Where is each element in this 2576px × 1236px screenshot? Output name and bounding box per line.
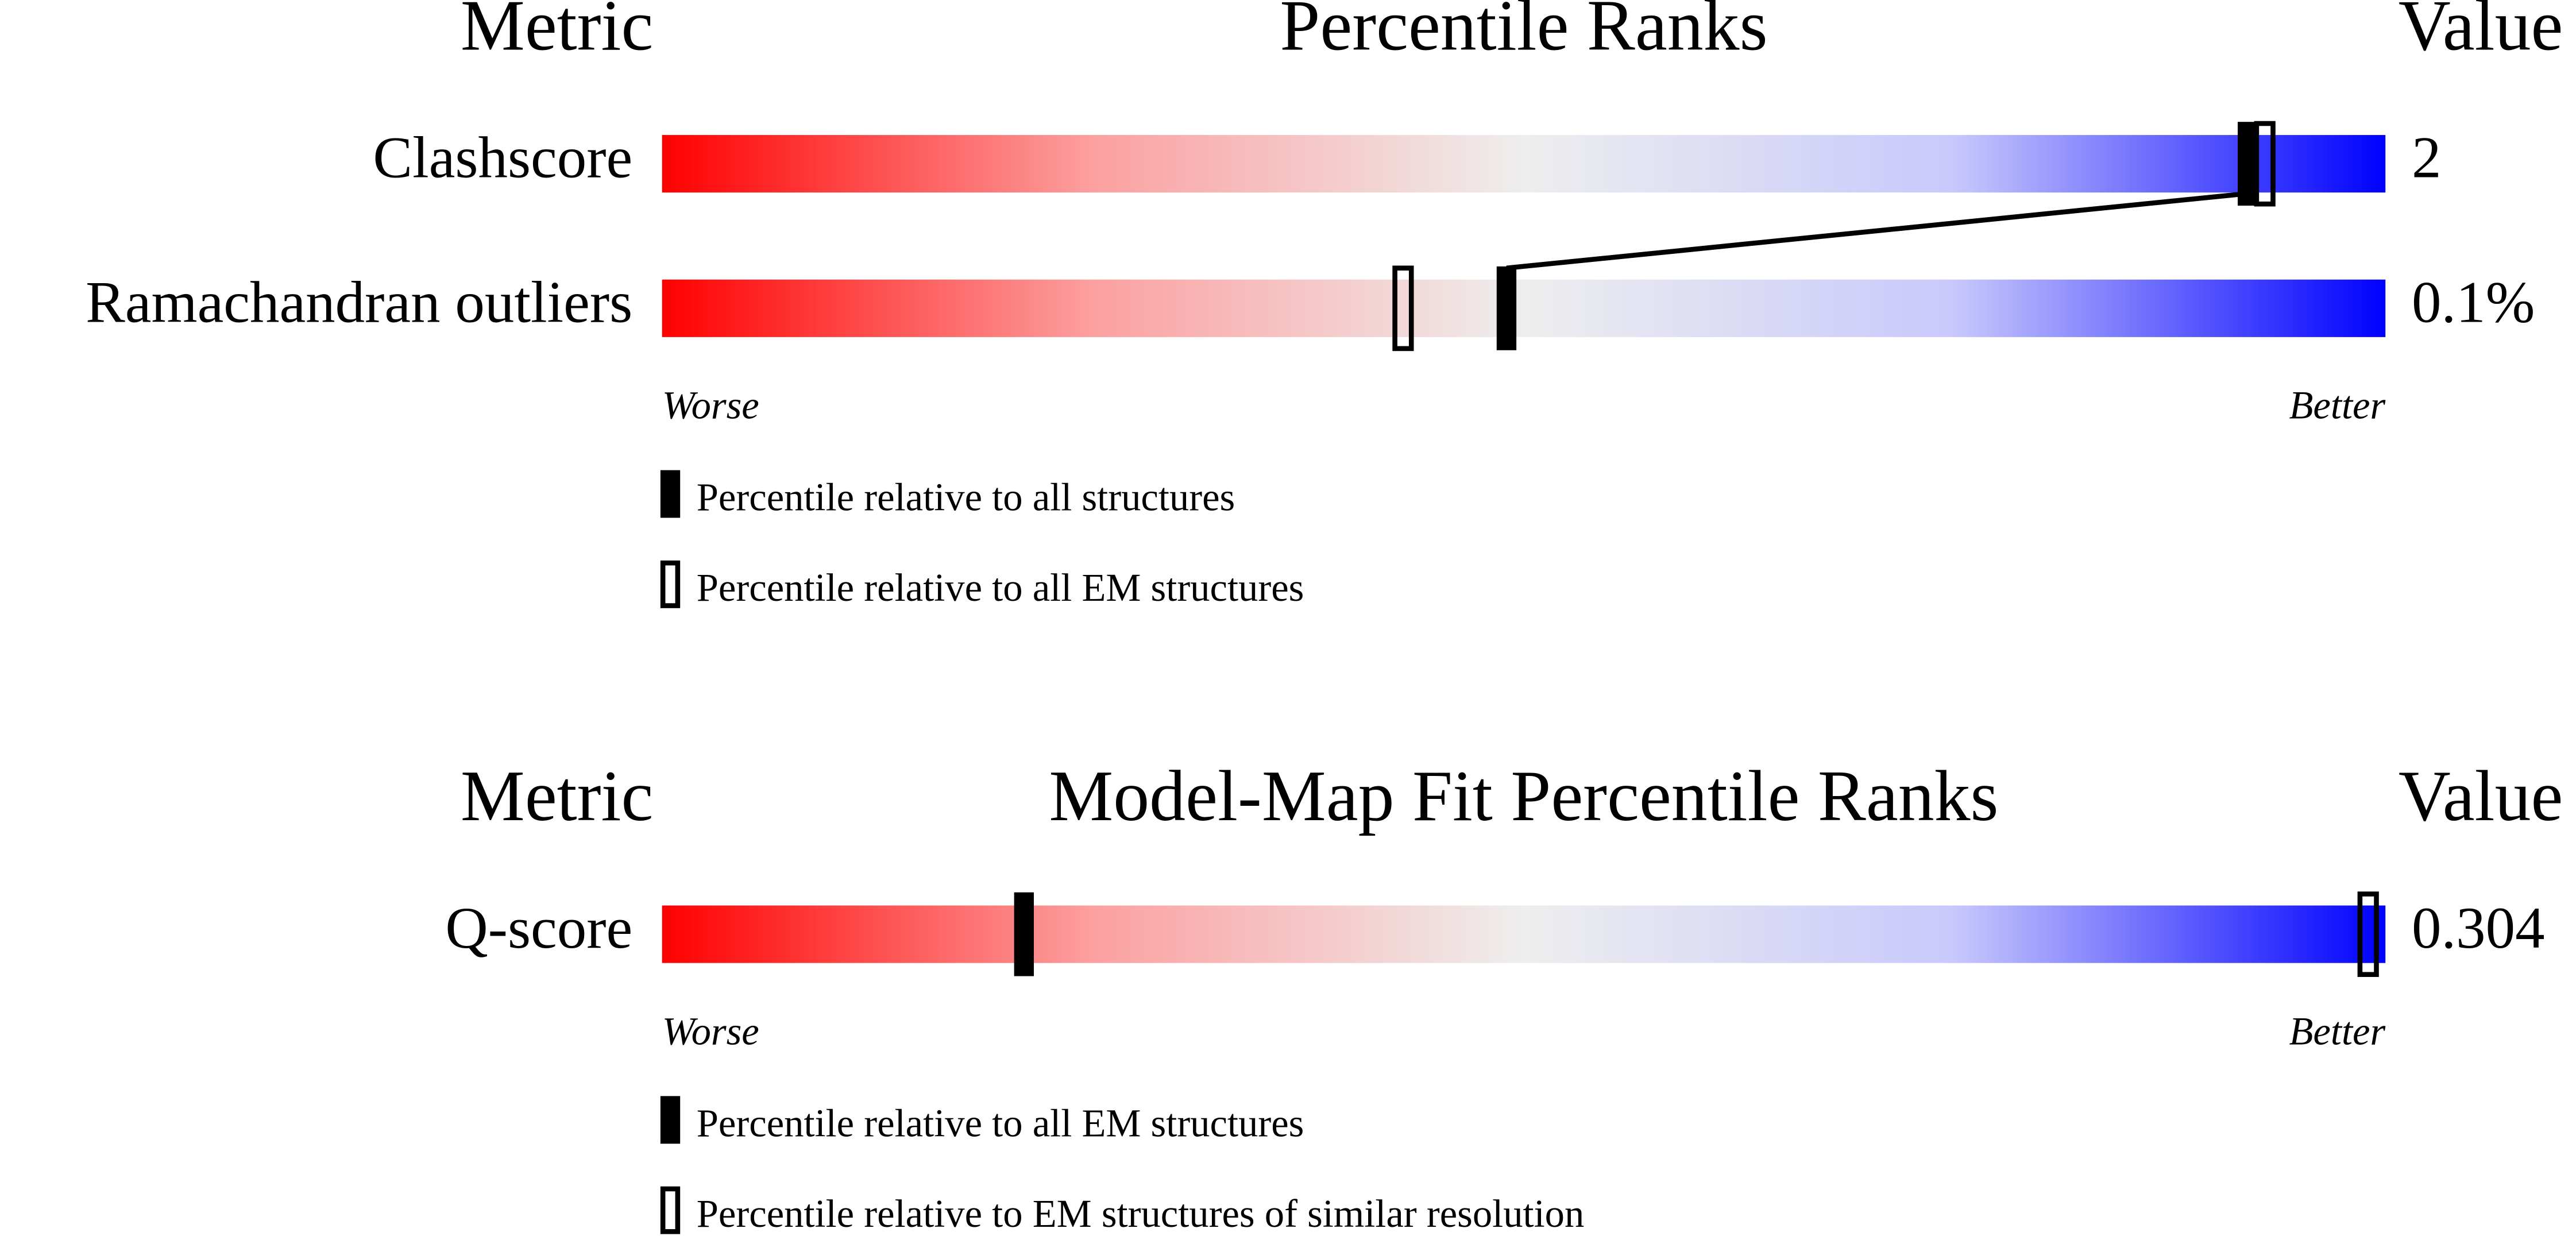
connector-line [1506, 190, 2258, 271]
worse-label: Worse [662, 383, 759, 427]
header-value: Value [2399, 756, 2563, 836]
legend-label: Percentile relative to all structures [697, 476, 1235, 519]
legend-label: Percentile relative to all EM structures [697, 566, 1304, 609]
metric-value: 0.1% [2412, 269, 2535, 335]
open-marker [1392, 265, 1414, 352]
header-value: Value [2399, 0, 2563, 66]
filled-marker [1014, 892, 1034, 976]
metric-label: Q-score [445, 895, 632, 961]
legend-label: Percentile relative to all EM structures [697, 1101, 1304, 1145]
filled-marker [1496, 266, 1517, 350]
worse-label: Worse [662, 1009, 759, 1053]
header-title: Model-Map Fit Percentile Ranks [1049, 756, 1998, 836]
percentile-bar [662, 279, 2386, 337]
legend-label: Percentile relative to EM structures of … [697, 1192, 1585, 1235]
open-marker [2357, 891, 2379, 977]
header-title: Percentile Ranks [1280, 0, 1767, 66]
header-metric: Metric [461, 0, 653, 66]
percentile-bar [662, 905, 2386, 963]
better-label: Better [2289, 383, 2386, 427]
legend-swatch-open [660, 560, 681, 608]
legend-swatch-filled [660, 470, 681, 518]
metric-label: Ramachandran outliers [86, 269, 632, 335]
better-label: Better [2289, 1009, 2386, 1053]
metric-value: 0.304 [2412, 895, 2545, 961]
percentile-bar [662, 135, 2386, 193]
legend-swatch-filled [660, 1096, 681, 1144]
header-metric: Metric [461, 756, 653, 836]
legend-swatch-open [660, 1186, 681, 1234]
metric-label: Clashscore [373, 125, 632, 191]
metric-value: 2 [2412, 125, 2441, 191]
